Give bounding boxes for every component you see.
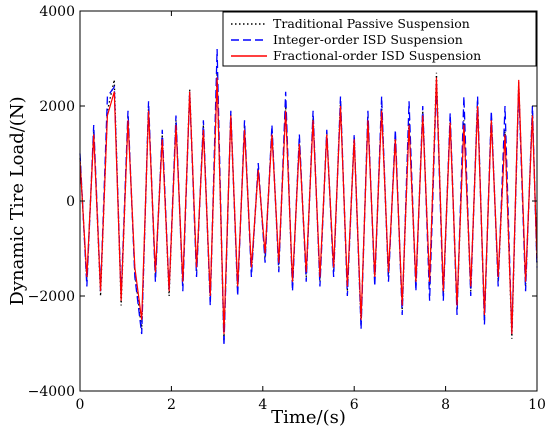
y-tick-label: −4000 xyxy=(28,384,75,400)
y-tick-label: −2000 xyxy=(28,289,75,305)
y-tick-label: 0 xyxy=(66,194,75,210)
x-tick-label: 0 xyxy=(76,397,85,413)
x-tick-labels: 0 2 4 6 8 10 xyxy=(76,397,546,413)
y-axis-label: Dynamic Tire Load/(N) xyxy=(7,96,28,305)
x-tick-label: 2 xyxy=(167,397,176,413)
y-tick-labels: −4000 −2000 0 2000 4000 xyxy=(28,4,75,400)
series-line-2 xyxy=(79,77,538,335)
series-layer xyxy=(79,48,538,346)
series-line-1 xyxy=(79,48,538,346)
plot-frame xyxy=(79,10,538,392)
legend-label-integer-isd: Integer-order ISD Suspension xyxy=(273,32,463,47)
legend: Traditional Passive Suspension Integer-o… xyxy=(222,11,537,67)
x-tick-label: 6 xyxy=(350,397,359,413)
x-axis-label: Time/(s) xyxy=(271,407,346,428)
y-tick-label: 2000 xyxy=(39,99,75,115)
x-tick-label: 8 xyxy=(441,397,450,413)
y-tick-label: 4000 xyxy=(39,4,75,20)
legend-label-fractional-isd: Fractional-order ISD Suspension xyxy=(273,48,481,63)
ticks-layer xyxy=(79,10,538,392)
x-tick-label: 4 xyxy=(258,397,267,413)
legend-label-passive: Traditional Passive Suspension xyxy=(273,16,470,31)
legend-box xyxy=(222,11,537,67)
x-tick-label: 10 xyxy=(528,397,546,413)
